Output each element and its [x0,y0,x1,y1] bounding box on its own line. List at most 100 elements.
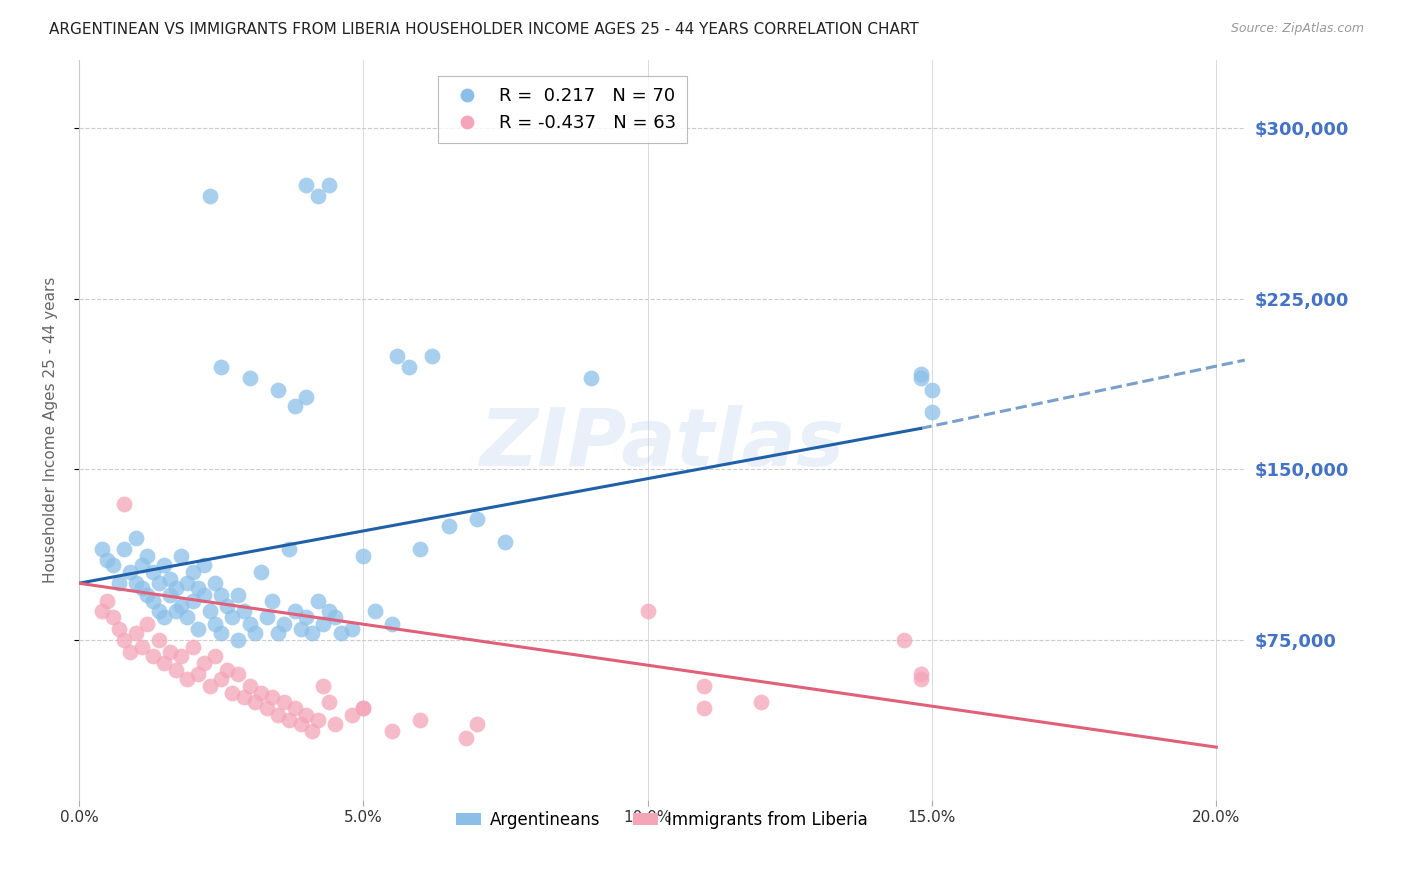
Point [910,371,932,385]
Point [193,588,215,602]
Point [114,633,136,648]
Point [250,685,273,699]
Point [153,656,176,670]
Point [165,603,187,617]
Point [170,599,193,613]
Point [107,622,129,636]
Point [131,640,153,654]
Point [204,649,226,664]
Point [363,603,385,617]
Point [465,512,488,526]
Point [352,549,374,563]
Text: ARGENTINEAN VS IMMIGRANTS FROM LIBERIA HOUSEHOLDER INCOME AGES 25 - 44 YEARS COR: ARGENTINEAN VS IMMIGRANTS FROM LIBERIA H… [49,22,920,37]
Point [301,724,323,739]
Point [193,656,215,670]
Point [96,553,118,567]
Point [187,667,209,681]
Point [262,690,284,704]
Point [910,667,932,681]
Point [273,617,295,632]
Point [221,685,243,699]
Point [267,383,290,397]
Point [256,701,278,715]
Point [181,565,204,579]
Point [398,359,420,374]
Point [187,581,209,595]
Point [454,731,477,745]
Point [148,603,170,617]
Point [159,588,181,602]
Point [96,594,118,608]
Point [273,695,295,709]
Point [142,565,165,579]
Point [125,531,148,545]
Point [494,535,516,549]
Point [90,603,112,617]
Point [114,497,136,511]
Point [751,695,773,709]
Point [340,708,363,723]
Point [136,588,159,602]
Point [693,679,716,693]
Point [232,690,254,704]
Point [267,708,290,723]
Point [170,549,193,563]
Point [181,640,204,654]
Point [307,713,329,727]
Point [238,617,260,632]
Point [323,717,346,731]
Point [312,679,335,693]
Point [893,633,915,648]
Point [465,717,488,731]
Point [209,626,232,640]
Point [579,371,602,385]
Point [198,189,221,203]
Point [136,549,159,563]
Point [232,603,254,617]
Point [409,542,432,557]
Point [165,663,187,677]
Point [284,701,307,715]
Point [323,610,346,624]
Point [409,713,432,727]
Y-axis label: Householder Income Ages 25 - 44 years: Householder Income Ages 25 - 44 years [44,277,58,582]
Point [209,588,232,602]
Point [176,672,198,686]
Point [278,542,301,557]
Point [170,649,193,664]
Point [226,588,249,602]
Point [176,576,198,591]
Point [256,610,278,624]
Point [250,565,273,579]
Point [226,667,249,681]
Point [120,565,142,579]
Point [352,701,374,715]
Point [198,603,221,617]
Point [148,633,170,648]
Point [226,633,249,648]
Point [107,576,129,591]
Point [148,576,170,591]
Point [181,594,204,608]
Point [307,594,329,608]
Point [290,717,312,731]
Point [131,558,153,572]
Point [215,663,238,677]
Point [295,708,318,723]
Point [245,626,267,640]
Point [142,649,165,664]
Point [142,594,165,608]
Point [153,558,176,572]
Text: ZIPatlas: ZIPatlas [479,405,845,483]
Point [295,178,318,192]
Point [329,626,352,640]
Point [136,617,159,632]
Point [153,610,176,624]
Point [120,644,142,658]
Point [921,383,943,397]
Point [307,189,329,203]
Point [352,701,374,715]
Point [437,519,460,533]
Point [114,542,136,557]
Point [215,599,238,613]
